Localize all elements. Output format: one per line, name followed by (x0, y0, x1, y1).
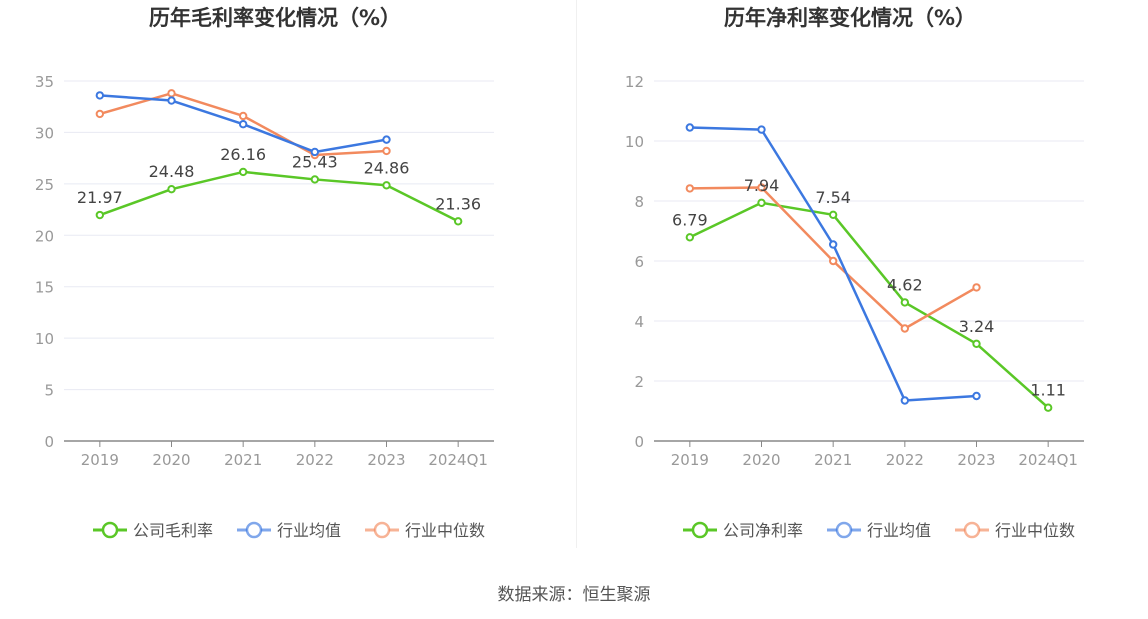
data-point-industry_median (685, 184, 695, 193)
x-tick-label: 2024Q1 (1018, 451, 1078, 469)
x-tick-label: 2019 (671, 451, 709, 469)
data-point-company (310, 175, 320, 184)
chart-title: 历年净利率变化情况（%） (723, 6, 977, 30)
data-point-industry_avg (238, 120, 248, 129)
y-tick-label: 0 (44, 433, 54, 451)
data-label: 21.97 (77, 188, 123, 207)
legend-label: 行业中位数 (405, 521, 485, 540)
data-point-company (238, 167, 248, 177)
data-label: 4.62 (887, 275, 923, 294)
data-point-industry_avg (95, 91, 105, 100)
data-point-industry_median (95, 109, 105, 119)
data-point-industry_avg (828, 240, 838, 249)
data-point-company (900, 298, 910, 307)
data-point-industry_avg (972, 391, 981, 401)
data-point-company (1043, 403, 1053, 412)
y-tick-label: 6 (634, 253, 644, 271)
data-label: 24.86 (364, 158, 410, 177)
y-tick-label: 20 (35, 227, 54, 245)
legend-label: 行业均值 (277, 521, 341, 540)
y-tick-label: 35 (35, 73, 54, 91)
data-point-industry_avg (757, 125, 766, 134)
legend-item-industry_avg[interactable]: 行业均值 (827, 521, 931, 540)
legend-label: 行业均值 (867, 521, 931, 540)
legend-item-industry_median[interactable]: 行业中位数 (955, 521, 1075, 540)
y-tick-label: 30 (35, 124, 54, 142)
legend-marker-icon (835, 521, 853, 539)
x-tick-label: 2019 (81, 451, 119, 469)
y-tick-label: 10 (625, 133, 644, 151)
data-point-company (972, 339, 981, 348)
net-margin-chart: 0 2 4 6 8 10 12 2019 2020 2021 2022 2023 2024Q1 6.79 7… (625, 73, 1084, 540)
data-point-industry_median (828, 256, 838, 266)
y-tick-label: 2 (634, 373, 644, 391)
legend-item-company[interactable]: 公司毛利率 (93, 521, 213, 540)
legend-item-company[interactable]: 公司净利率 (683, 521, 803, 540)
legend-item-industry_avg[interactable]: 行业均值 (237, 521, 341, 540)
data-point-industry_median (238, 111, 248, 121)
data-point-industry_median (757, 183, 766, 192)
y-tick-label: 10 (35, 330, 54, 348)
x-tick-label: 2023 (367, 451, 405, 469)
data-label: 7.94 (744, 176, 780, 195)
y-tick-label: 15 (35, 279, 54, 297)
y-tick-label: 0 (634, 433, 644, 451)
panel-divider (576, 0, 577, 548)
data-point-company (167, 185, 176, 194)
series-line-company (689, 201, 1049, 409)
x-tick-label: 2022 (296, 451, 334, 469)
x-tick-label: 2020 (152, 451, 190, 469)
data-source: 数据来源：恒生聚源 (497, 585, 651, 605)
data-point-industry_avg (167, 96, 176, 105)
legend-marker-icon (963, 521, 981, 539)
data-label: 24.48 (149, 162, 195, 181)
x-tick-label: 2021 (224, 451, 262, 469)
data-point-company (382, 181, 391, 190)
y-tick-label: 5 (44, 382, 54, 400)
series-line-company (99, 170, 459, 223)
data-label: 1.11 (1030, 381, 1066, 400)
legend-item-industry_median[interactable]: 行业中位数 (365, 521, 485, 540)
data-point-industry_avg (310, 147, 320, 157)
data-point-industry_median (972, 283, 981, 292)
data-point-company (453, 217, 463, 226)
x-tick-label: 2022 (886, 451, 924, 469)
data-point-industry_median (382, 146, 391, 156)
data-label: 21.36 (435, 194, 481, 213)
legend-marker-icon (691, 521, 709, 539)
y-tick-label: 25 (35, 176, 54, 194)
chart-title: 历年毛利率变化情况（%） (148, 6, 402, 30)
data-label: 25.43 (292, 152, 338, 171)
data-label: 26.16 (220, 145, 266, 164)
data-point-company (757, 198, 766, 208)
y-tick-label: 8 (634, 193, 644, 211)
data-label: 6.79 (672, 210, 708, 229)
legend-label: 公司毛利率 (133, 521, 213, 540)
legend-marker-icon (373, 521, 391, 539)
x-tick-label: 2024Q1 (428, 451, 488, 469)
legend-marker-icon (245, 521, 263, 539)
data-point-industry_avg (382, 135, 391, 144)
legend-marker-icon (101, 521, 119, 539)
gross-margin-chart-panel: 历年毛利率变化情况（%） 0 5 10 15 20 25 30 35 2019 2020 2021 2… (0, 0, 576, 560)
data-label: 3.24 (959, 317, 995, 336)
data-point-industry_median (167, 89, 176, 98)
data-point-industry_median (900, 324, 910, 333)
y-tick-label: 12 (625, 73, 644, 91)
x-tick-label: 2021 (814, 451, 852, 469)
data-point-company (685, 233, 695, 242)
data-point-company (95, 210, 105, 220)
data-point-industry_avg (685, 123, 695, 132)
legend-label: 公司净利率 (723, 521, 803, 540)
y-tick-label: 4 (634, 313, 644, 331)
gross-margin-chart: 0 5 10 15 20 25 30 35 2019 2020 2021 2022 2023 2024Q1… (35, 73, 494, 540)
x-tick-label: 2023 (957, 451, 995, 469)
data-point-industry_avg (900, 396, 910, 405)
x-tick-label: 2020 (742, 451, 780, 469)
legend-label: 行业中位数 (995, 521, 1075, 540)
net-margin-chart-panel: 历年净利率变化情况（%） 0 2 4 6 8 10 12 2019 2020 2021 2022 20… (590, 0, 1148, 560)
data-point-company (828, 210, 838, 220)
data-label: 7.54 (815, 188, 851, 207)
